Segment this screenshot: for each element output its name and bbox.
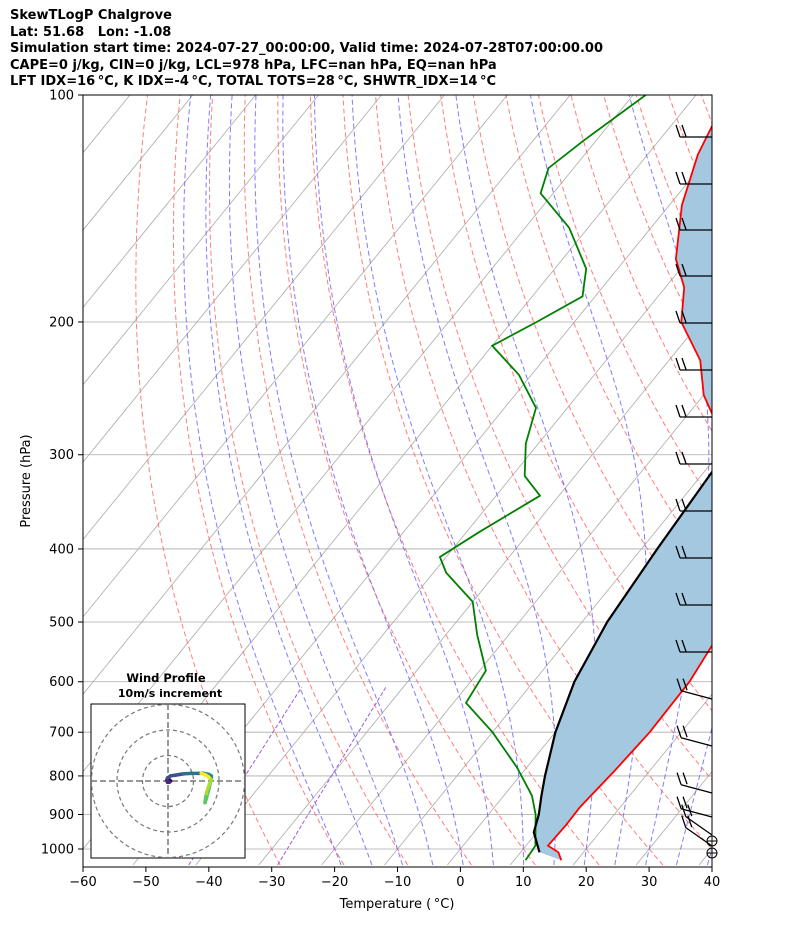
wind-barb [675, 357, 712, 371]
wind-barb [675, 310, 712, 324]
dry-adiabat-line [700, 95, 712, 125]
y-tick-label: 500 [49, 616, 74, 631]
y-tick-label: 900 [49, 808, 74, 823]
isotherm-line [698, 848, 712, 866]
moist-adiabat-line [205, 95, 373, 866]
hodograph: Wind Profile 10m/s increment [90, 671, 246, 859]
dry-adiabat-line [135, 95, 281, 866]
moist-adiabat-line [282, 95, 464, 866]
dry-adiabat-line [570, 95, 712, 433]
isotherm-line [83, 95, 571, 695]
wind-barbs [675, 124, 718, 859]
dry-adiabat-line [734, 95, 794, 865]
x-tick-label: 20 [578, 875, 595, 890]
x-tick-label: −40 [195, 875, 222, 890]
isotherm-line [572, 693, 712, 866]
isotherm-line [762, 95, 794, 865]
wind-barb [675, 124, 712, 138]
y-tick-label: 400 [49, 542, 74, 557]
wind-barb [675, 592, 712, 606]
x-tick-label: 10 [515, 875, 532, 890]
isotherm-line [635, 770, 712, 866]
wind-barb [675, 639, 712, 653]
dry-adiabat-line [767, 95, 794, 865]
moist-adiabat-line [314, 95, 494, 866]
dry-adiabat-line [375, 95, 712, 850]
wind-barb [675, 171, 712, 185]
wind-barb [675, 451, 712, 465]
dry-adiabat-line [208, 95, 409, 866]
chart-title: SkewTLogP Chalgrove [10, 8, 172, 23]
hodograph-subtitle: 10m/s increment [118, 687, 222, 700]
x-tick-label: 0 [456, 875, 464, 890]
dry-adiabat-line [277, 95, 536, 866]
y-tick-label: 1000 [41, 843, 74, 858]
wind-barb [675, 217, 712, 231]
dry-adiabat-line [243, 95, 472, 866]
index-label: LFT IDX=16 °C, K IDX=-4 °C, TOTAL TOTS=2… [10, 74, 497, 89]
isotherm-line [195, 229, 712, 866]
wind-barb [676, 678, 713, 700]
x-tick-label: 30 [641, 875, 658, 890]
hodograph-segment [199, 771, 207, 777]
y-axis-label: Pressure (hPa) [19, 434, 34, 527]
isotherm-line [447, 538, 712, 866]
isotherm-line [83, 95, 508, 618]
cape-label: CAPE=0 j/kg, CIN=0 j/kg, LCL=978 hPa, LF… [10, 57, 497, 73]
x-tick-label: −50 [132, 875, 159, 890]
dry-adiabat-line [635, 95, 712, 285]
y-tick-label: 600 [49, 675, 74, 690]
wind-barb [675, 498, 712, 512]
x-tick-label: 40 [704, 875, 721, 890]
dry-adiabat-line [505, 95, 712, 573]
y-tick-label: 100 [49, 89, 74, 104]
isotherm-line [83, 95, 445, 541]
isotherm-line [83, 95, 319, 386]
y-tick-label: 200 [49, 315, 74, 330]
y-tick-label: 800 [49, 769, 74, 784]
isotherm-line [0, 95, 4, 865]
hodograph-title: Wind Profile [126, 671, 206, 685]
moist-adiabat-line [397, 95, 557, 866]
x-tick-label: −30 [258, 875, 285, 890]
isotherm-line [258, 306, 712, 866]
wind-barb [681, 804, 713, 836]
moist-adiabat-line [706, 847, 712, 866]
wind-barb [676, 796, 713, 818]
parcel-line [532, 470, 712, 853]
wind-barb [676, 725, 713, 747]
dry-adiabat-line [172, 95, 345, 866]
moist-adiabat-line [351, 95, 525, 866]
x-axis: −60 −50 −40 −30 −20 −10 0 10 20 30 40 [69, 867, 720, 890]
plot-area [0, 95, 794, 866]
wind-barb [675, 263, 712, 277]
temperature-line [546, 124, 712, 861]
y-tick-label: 300 [49, 448, 74, 463]
mixing-ratio-line [277, 686, 387, 866]
isotherm-line [83, 95, 382, 463]
x-tick-label: −60 [69, 875, 96, 890]
x-axis-label: Temperature ( °C) [339, 897, 455, 912]
y-axis: 100 200 300 400 500 600 700 800 900 1000 [41, 89, 83, 858]
location-label: Lat: 51.68 Lon: -1.08 [10, 24, 172, 40]
isotherm-line [321, 384, 712, 866]
isotherm-line [83, 95, 194, 231]
y-tick-label: 700 [49, 726, 74, 741]
wind-barb [675, 404, 712, 418]
wind-barb [676, 772, 713, 794]
chart-title-block: SkewTLogP Chalgrove Lat: 51.68 Lon: -1.0… [10, 8, 603, 91]
moist-adiabat-line [228, 95, 403, 866]
x-tick-label: −20 [321, 875, 348, 890]
calm-wind-symbol [706, 835, 718, 859]
wind-barb [675, 545, 712, 559]
time-label: Simulation start time: 2024-07-27_00:00:… [10, 41, 603, 56]
dewpoint-line [438, 95, 647, 861]
moist-adiabat-line [183, 95, 342, 866]
isotherm-line [83, 95, 257, 309]
dry-adiabat-line [472, 95, 712, 643]
x-tick-label: −10 [384, 875, 411, 890]
